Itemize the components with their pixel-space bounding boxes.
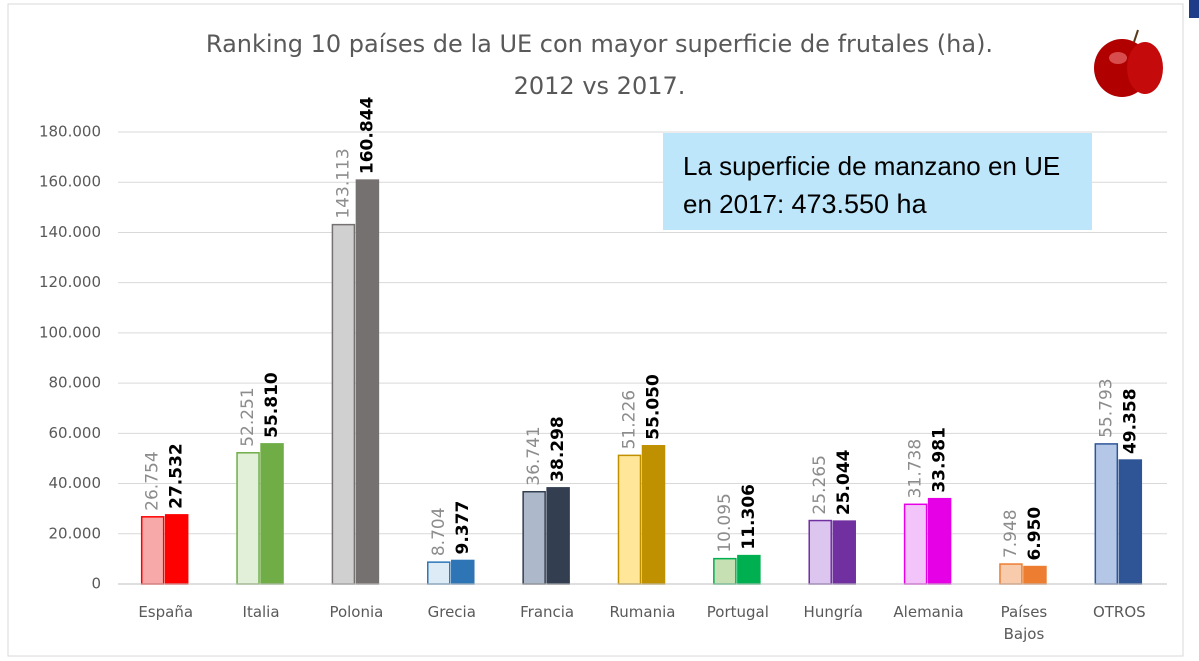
bar — [617, 454, 642, 585]
annotation: La superficie de manzano en UE en 2017: … — [663, 133, 1092, 230]
value-label: 52.251 — [238, 387, 258, 446]
value-label: 7.948 — [1001, 509, 1021, 558]
bar — [236, 452, 260, 585]
annotation-highlight: 473.550 ha — [791, 189, 927, 219]
bar — [1023, 565, 1047, 585]
y-tick-label: 120.000 — [39, 273, 101, 291]
bar — [260, 443, 284, 585]
y-tick-label: 100.000 — [39, 323, 101, 341]
y-tick-label: 160.000 — [39, 173, 101, 191]
value-label: 26.754 — [143, 451, 163, 510]
x-tick-label: Polonia — [329, 603, 384, 621]
bar — [427, 561, 451, 585]
apple-icon — [1094, 29, 1163, 97]
chart-subtitle: 2012 vs 2017. — [513, 72, 686, 100]
x-tick-label: Hungría — [803, 603, 863, 621]
value-label: 6.950 — [1025, 507, 1045, 561]
x-tick-label: Alemania — [893, 603, 964, 621]
y-tick-label: 180.000 — [39, 123, 101, 141]
value-label: 49.358 — [1120, 388, 1140, 454]
chart-title: Ranking 10 países de la UE con mayor sup… — [205, 30, 994, 58]
value-label: 10.095 — [715, 493, 735, 552]
value-label: 11.306 — [739, 484, 759, 550]
value-label: 27.532 — [167, 443, 187, 509]
y-tick-label: 0 — [91, 575, 101, 593]
x-tick-label: Rumania — [609, 603, 676, 621]
value-label: 55.793 — [1096, 378, 1116, 437]
bar — [164, 514, 189, 585]
bar — [713, 557, 737, 585]
y-tick-label: 80.000 — [49, 374, 102, 392]
x-tick-label: Italia — [242, 603, 280, 621]
value-label: 25.044 — [834, 449, 854, 515]
value-label: 55.050 — [644, 374, 664, 440]
value-label: 36.741 — [524, 426, 544, 485]
corner — [1189, 0, 1199, 18]
y-tick-label: 60.000 — [49, 424, 102, 442]
bar — [641, 445, 666, 585]
x-tick-label: OTROS — [1092, 603, 1146, 621]
value-label: 31.738 — [906, 439, 926, 498]
value-label: 55.810 — [262, 372, 282, 438]
value-label: 9.377 — [453, 501, 473, 555]
bar — [140, 516, 165, 585]
bar — [737, 554, 761, 585]
y-tick-label: 40.000 — [49, 474, 102, 492]
value-label: 143.113 — [333, 148, 353, 218]
bar — [903, 503, 928, 585]
y-tick-label: 20.000 — [49, 524, 102, 542]
bar — [1094, 443, 1119, 585]
bar — [832, 520, 856, 585]
x-tick-label: Portugal — [706, 603, 769, 621]
annotation-text: La superficie de manzano en UE en 2017: — [683, 151, 1061, 219]
value-label: 25.265 — [810, 455, 830, 514]
value-label: 8.704 — [429, 507, 449, 556]
frame — [7, 3, 1184, 657]
bar — [355, 179, 380, 585]
bar — [999, 563, 1023, 585]
x-tick-label: Países Bajos — [1000, 603, 1048, 643]
x-tick-label: Francia — [520, 603, 575, 621]
value-label: 33.981 — [930, 427, 950, 493]
value-label: 160.844 — [357, 97, 377, 175]
bar — [331, 223, 356, 585]
x-tick-label: Grecia — [427, 603, 476, 621]
y-tick-label: 140.000 — [39, 223, 101, 241]
x-tick-label: España — [138, 603, 194, 621]
bar — [808, 519, 832, 585]
value-label: 51.226 — [620, 390, 640, 449]
value-label: 38.298 — [548, 416, 568, 482]
bar — [451, 559, 475, 585]
bar — [522, 490, 546, 585]
bar — [927, 497, 952, 585]
bar — [546, 487, 570, 585]
bar — [1118, 459, 1143, 585]
